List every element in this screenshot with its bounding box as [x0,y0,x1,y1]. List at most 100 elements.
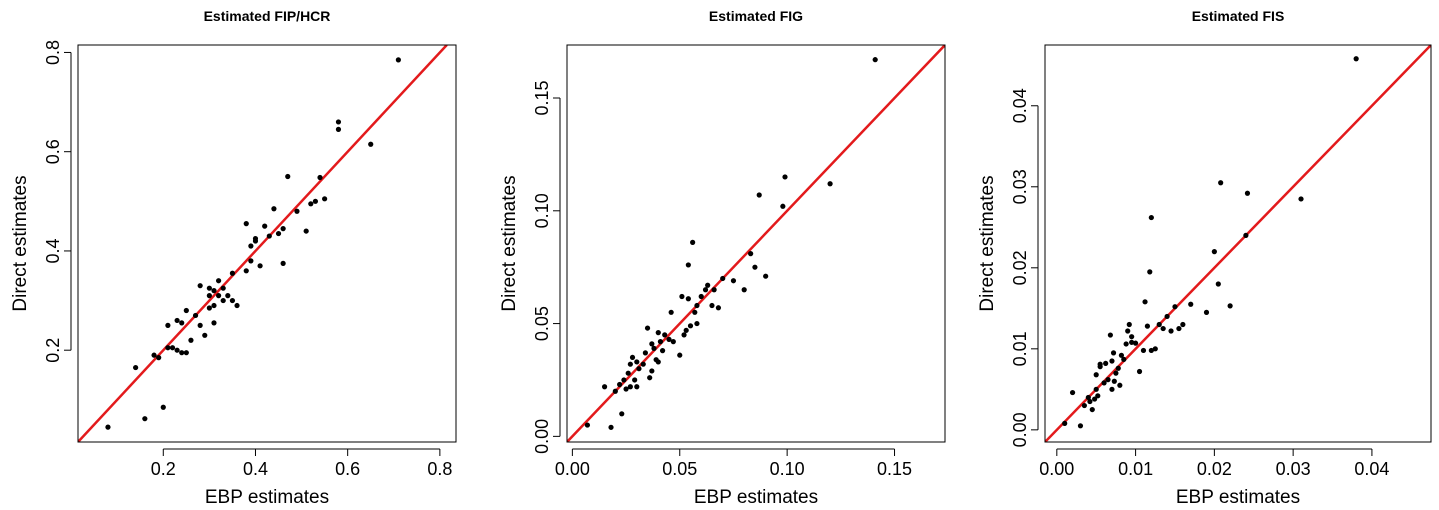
x-tick-label: 0.2 [151,459,176,479]
plot-frame [1044,44,1432,443]
y-tick-label: 0.6 [43,139,63,164]
data-point [1069,389,1076,396]
data-point [211,320,217,326]
data-point [1172,304,1178,310]
x-axis: 0.00 0.05 0.10 0.15 [555,448,912,479]
data-point [1123,341,1129,347]
data-point [1180,321,1186,328]
data-point [617,381,623,388]
data-point [655,359,661,365]
data-point [782,174,788,180]
y-tick-label: 0.8 [43,40,63,65]
data-point [1156,321,1162,328]
data-point [1110,350,1117,356]
data-point [763,273,769,279]
data-point [395,57,401,63]
data-point [687,323,694,329]
data-point [827,181,833,187]
plot-frame [566,44,946,443]
data-point [1095,393,1101,399]
data-point [308,201,314,207]
data-point [1244,190,1251,196]
data-point [1089,406,1095,413]
data-point [220,285,226,291]
data-point [1147,269,1153,275]
data-point [666,336,672,342]
data-point [215,278,222,284]
data-point [229,270,236,276]
data-point [1298,196,1304,202]
x-tick-label: 0.03 [1276,459,1311,479]
data-point [1136,368,1143,375]
data-point [169,345,176,351]
y-axis-label: Direct estimates [977,175,998,311]
y-tick-label: 0.15 [532,80,552,115]
data-point [183,350,189,356]
data-point [229,297,236,304]
data-point [692,309,698,315]
data-point [694,320,700,327]
reference-line [567,45,945,442]
data-point [1152,346,1158,352]
data-point [1087,398,1093,405]
y-tick-label: 0.03 [1010,169,1030,204]
data-point [1148,347,1154,354]
data-point [142,416,148,422]
x-tick-label: 0.02 [1197,459,1232,479]
y-tick-label: 0.04 [1010,88,1030,123]
data-point [1101,380,1107,386]
data-point [165,345,171,351]
data-point [623,386,629,392]
data-point [690,239,696,245]
data-point [642,350,648,356]
data-point [670,339,676,345]
data-point [211,288,217,294]
data-point [156,355,162,361]
data-point [657,339,664,345]
data-point [685,262,691,268]
data-point [662,332,668,338]
data-point [174,347,180,353]
data-point [243,268,249,274]
data-point [677,352,683,358]
y-axis: 0.2 0.4 0.6 0.8 [43,40,72,363]
data-point [651,345,657,351]
data-point [1085,394,1091,401]
data-point [262,223,268,229]
data-point [627,384,633,390]
data-point [681,332,687,338]
data-point [1203,309,1210,315]
data-point [160,404,166,410]
data-point [1107,332,1113,338]
data-point [275,230,282,237]
x-tick-label: 0.6 [335,459,360,479]
data-point [243,221,249,227]
reference-line [1045,45,1431,442]
data-point [640,361,646,367]
x-axis-label: EBP estimates [205,487,329,508]
data-point [1103,360,1109,367]
data-point [872,57,878,63]
chart-panel: Estimated FIG 0.00 0.05 0.10 0.15 0.00 0.05 0.1… [499,8,946,508]
plot-frame [77,44,457,443]
data-point [234,302,240,309]
data-point [752,264,758,270]
x-axis: 0.00 0.01 0.02 0.03 0.04 [1039,448,1389,479]
data-point [1126,321,1132,328]
data-point [634,384,640,390]
data-point [1081,402,1087,409]
data-point [1109,386,1115,392]
data-point [1148,214,1154,221]
data-point [197,322,203,328]
data-point [679,293,685,300]
data-point [303,228,309,234]
data-point [105,424,111,430]
data-point [1144,323,1151,329]
reference-line [78,45,448,442]
data-point [659,348,666,354]
data-point [202,332,208,338]
data-point [266,233,272,239]
data-point [1215,281,1221,287]
data-point [1111,378,1117,384]
